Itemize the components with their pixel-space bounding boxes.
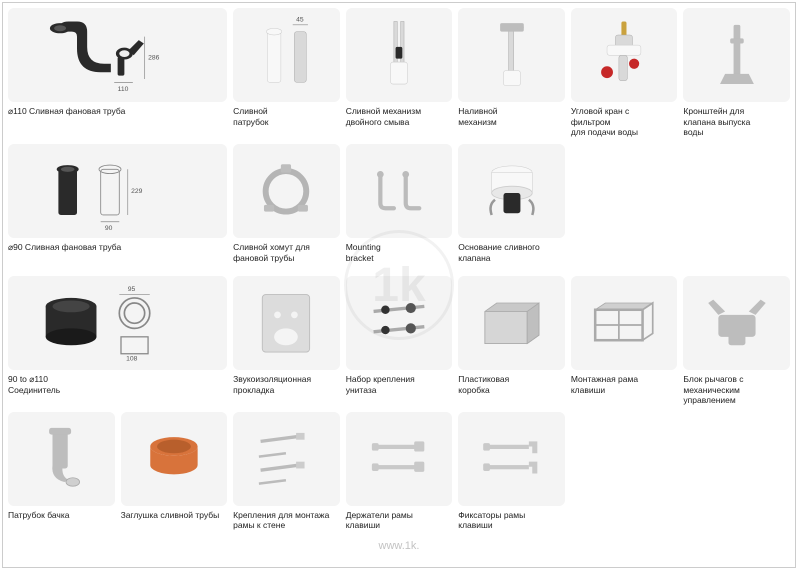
- card-sound-insulation: Звукоизоляционнаяпрокладка: [233, 276, 340, 406]
- card-wall-fixings: Крепления для монтажарамы к стене: [233, 412, 340, 538]
- card-connector-90-110: 95 108 90 to ⌀110Соединитель: [8, 276, 227, 406]
- card-plastic-box: Пластиковаякоробка: [458, 276, 565, 406]
- illus-tank-nozzle: [8, 412, 115, 506]
- label-drain-bend-110: ⌀110 Сливная фановая труба: [8, 106, 227, 134]
- card-mounting-bracket: Mountingbracket: [346, 144, 453, 270]
- card-frame-fixers: Фиксаторы рамыклавиши: [458, 412, 565, 538]
- label-frame-fixers: Фиксаторы рамыклавиши: [458, 510, 565, 538]
- illus-outlet-bracket: [683, 8, 790, 102]
- label-button-frame: Монтажная рамаклавиши: [571, 374, 678, 402]
- card-angle-valve-filter: Угловой кран сфильтромдля подачи воды: [571, 8, 678, 138]
- card-button-frame: Монтажная рамаклавиши: [571, 276, 678, 406]
- label-drain-nozzle: Сливнойпатрубок: [233, 106, 340, 134]
- label-drain-clamp: Сливной хомут дляфановой трубы: [233, 242, 340, 270]
- label-connector: 90 to ⌀110Соединитель: [8, 374, 227, 402]
- label-lever-block: Блок рычагов смеханическимуправлением: [683, 374, 790, 406]
- label-dual-flush-mech: Сливной механизмдвойного смыва: [346, 106, 453, 134]
- card-dual-flush-mech: Сливной механизмдвойного смыва: [346, 8, 453, 138]
- illus-drain-clamp: [233, 144, 340, 238]
- illus-frame-fixers: [458, 412, 565, 506]
- label-drain-bend-90: ⌀90 Сливная фановая труба: [8, 242, 227, 270]
- illus-wall-fixings: [233, 412, 340, 506]
- illus-drain-bend-90: 229 90: [8, 144, 227, 238]
- label-outlet-bracket: Кронштейн дляклапана выпускаводы: [683, 106, 790, 138]
- label-flush-valve-base: Основание сливногоклапана: [458, 242, 565, 270]
- dim-110: 110: [118, 86, 129, 93]
- illus-dual-flush-mech: [346, 8, 453, 102]
- card-drain-bend-110: 110 286 ⌀110 Сливная фановая труба: [8, 8, 227, 138]
- illus-fill-mech: [458, 8, 565, 102]
- dim-286: 286: [148, 54, 160, 61]
- illus-button-frame: [571, 276, 678, 370]
- dim-95: 95: [128, 286, 136, 293]
- card-fill-mech: Наливноймеханизм: [458, 8, 565, 138]
- card-lever-block: Блок рычагов смеханическимуправлением: [683, 276, 790, 406]
- card-flush-valve-base: Основание сливногоклапана: [458, 144, 565, 270]
- illus-drain-plug: [121, 412, 228, 506]
- card-drain-nozzle: 45 Сливнойпатрубок: [233, 8, 340, 138]
- illus-angle-valve: [571, 8, 678, 102]
- card-drain-plug: Заглушка сливной трубы: [121, 412, 228, 538]
- illus-drain-bend-110: 110 286: [8, 8, 227, 102]
- label-toilet-fixing: Набор крепленияунитаза: [346, 374, 453, 402]
- illus-frame-holders: [346, 412, 453, 506]
- label-angle-valve: Угловой кран сфильтромдля подачи воды: [571, 106, 678, 138]
- label-mounting-bracket: Mountingbracket: [346, 242, 453, 270]
- card-outlet-valve-bracket: Кронштейн дляклапана выпускаводы: [683, 8, 790, 138]
- illus-toilet-fixing: [346, 276, 453, 370]
- dim-90: 90: [105, 225, 113, 232]
- label-frame-holders: Держатели рамыклавиши: [346, 510, 453, 538]
- illus-flush-valve-base: [458, 144, 565, 238]
- label-tank-nozzle: Патрубок бачка: [8, 510, 115, 538]
- label-plastic-box: Пластиковаякоробка: [458, 374, 565, 402]
- label-wall-fixings: Крепления для монтажарамы к стене: [233, 510, 340, 538]
- illus-drain-nozzle: 45: [233, 8, 340, 102]
- label-drain-plug: Заглушка сливной трубы: [121, 510, 228, 538]
- dim-45: 45: [297, 16, 305, 23]
- card-toilet-fixing-set: Набор крепленияунитаза: [346, 276, 453, 406]
- dim-108: 108: [126, 355, 138, 362]
- card-drain-bend-90: 229 90 ⌀90 Сливная фановая труба: [8, 144, 227, 270]
- illus-plastic-box: [458, 276, 565, 370]
- card-drain-clamp: Сливной хомут дляфановой трубы: [233, 144, 340, 270]
- label-fill-mech: Наливноймеханизм: [458, 106, 565, 134]
- illus-connector: 95 108: [8, 276, 227, 370]
- parts-grid: 110 286 ⌀110 Сливная фановая труба 45 Сл…: [0, 0, 798, 546]
- card-tank-nozzle: Патрубок бачка: [8, 412, 115, 538]
- illus-mounting-bracket: [346, 144, 453, 238]
- dim-229: 229: [131, 188, 143, 195]
- label-sound-insulation: Звукоизоляционнаяпрокладка: [233, 374, 340, 402]
- card-frame-holders: Держатели рамыклавиши: [346, 412, 453, 538]
- illus-lever-block: [683, 276, 790, 370]
- illus-sound-insulation: [233, 276, 340, 370]
